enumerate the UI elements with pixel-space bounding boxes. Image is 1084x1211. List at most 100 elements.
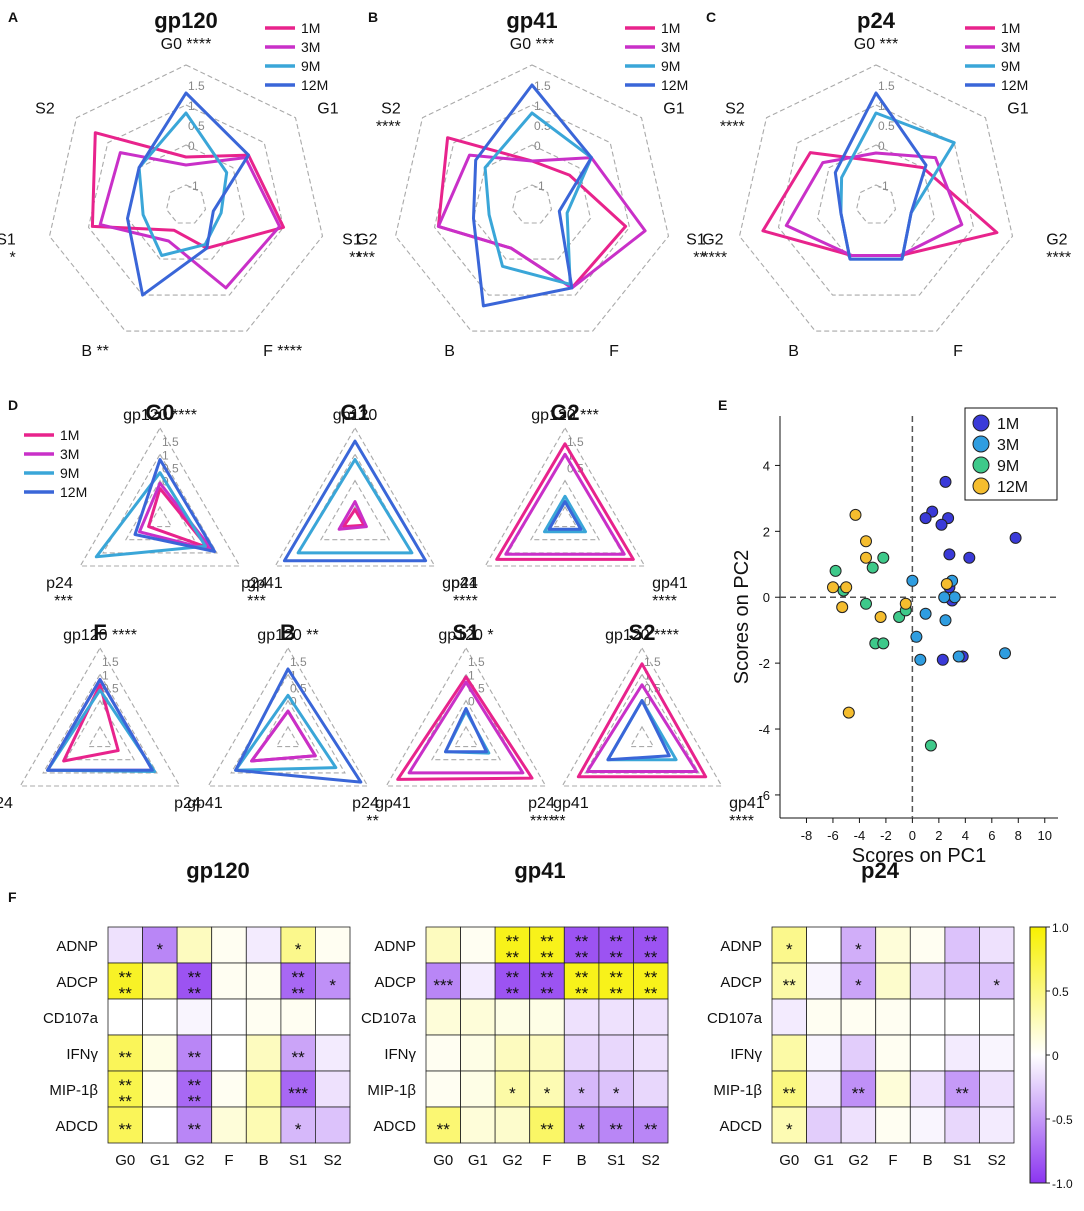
series-3M	[98, 151, 282, 290]
heat-cell	[211, 1106, 247, 1144]
col-label: G2	[848, 1152, 868, 1169]
x-tick-label: 6	[988, 828, 995, 843]
axis-label-gp120: gp120 *	[438, 627, 493, 644]
heat-cell	[142, 962, 178, 1000]
heat-cell	[425, 1106, 461, 1144]
heatmap-title: gp41	[514, 858, 565, 883]
ring-label: 1	[188, 99, 195, 113]
cell-stars: **	[644, 948, 658, 967]
col-label: S1	[607, 1152, 625, 1169]
cell-stars: **	[610, 1120, 624, 1139]
cell-stars: *	[855, 976, 862, 995]
axis-stars-p24: **	[366, 813, 378, 830]
grid-ring	[777, 104, 975, 296]
heat-cell	[107, 1106, 143, 1144]
heat-cell	[771, 1070, 807, 1108]
heat-cell	[211, 1034, 247, 1072]
colorbar-label: 0	[1052, 1049, 1059, 1063]
ring-label: -1	[878, 179, 889, 193]
ring-label: 1	[468, 668, 475, 682]
cell-stars: **	[575, 948, 589, 967]
heat-cell	[979, 998, 1015, 1036]
point-3M	[999, 647, 1011, 660]
y-tick-label: -6	[758, 788, 770, 803]
heat-cell	[460, 1106, 496, 1144]
heat-cell	[771, 1034, 807, 1072]
grid-ring	[252, 699, 324, 761]
legend-label-12M: 12M	[1001, 77, 1028, 93]
panel-letter-A: A	[8, 9, 18, 25]
radar-title: G1	[340, 400, 369, 425]
heat-cell	[563, 1034, 600, 1072]
point-12M	[860, 551, 872, 564]
row-label: IFNγ	[730, 1046, 762, 1063]
axis-stars-S2: ****	[720, 118, 745, 135]
cell-stars: **	[119, 1092, 133, 1111]
heat-cell	[107, 998, 143, 1036]
heat-cell	[494, 1106, 531, 1144]
ring-label: 1.5	[534, 79, 551, 93]
legend-label-3M: 3M	[60, 446, 79, 462]
col-label: S2	[642, 1152, 660, 1169]
ring-label: 1.5	[162, 435, 179, 449]
cell-stars: **	[956, 1084, 970, 1103]
series-1M	[342, 508, 366, 529]
point-3M	[910, 630, 923, 643]
colorbar: 1.0 0.5 0 -0.5 -1.0	[1029, 921, 1073, 1191]
grid-ring	[19, 646, 181, 787]
series-12M	[282, 439, 428, 563]
point-12M	[940, 578, 953, 590]
ring-label: 0.5	[878, 119, 895, 133]
heat-cell	[107, 1070, 143, 1108]
cell-stars: *	[613, 1084, 620, 1103]
cell-stars: **	[188, 1076, 202, 1095]
axis-label-G2: G2	[356, 231, 377, 248]
colorbar-bar	[1029, 926, 1047, 1184]
heat-cell	[771, 962, 807, 1000]
cell-stars: **	[575, 932, 589, 951]
x-tick-label: -4	[854, 828, 866, 843]
x-tick-label: -2	[880, 828, 892, 843]
cell-stars: **	[644, 932, 658, 951]
heat-cell	[314, 998, 351, 1036]
heat-cell	[909, 962, 946, 1000]
heat-cell	[529, 1034, 565, 1072]
heat-cell	[563, 926, 600, 964]
col-label: B	[259, 1152, 269, 1169]
axis-label-gp41: gp41	[553, 795, 589, 812]
row-label: CD107a	[43, 1010, 99, 1027]
cell-stars: **	[610, 932, 624, 951]
heat-cell	[280, 926, 316, 964]
series-1M	[396, 675, 534, 781]
grid-ring	[738, 64, 1014, 332]
cell-stars: **	[188, 968, 202, 987]
series-9M	[296, 458, 414, 555]
panel-letter-F: F	[8, 889, 17, 905]
cell-stars: **	[506, 948, 520, 967]
grid-ring	[855, 184, 897, 224]
legend-label-3M: 3M	[301, 39, 320, 55]
heat-cell	[944, 1070, 980, 1108]
heat-cell	[142, 998, 178, 1036]
legend-label-12M: 12M	[997, 479, 1028, 496]
cell-stars: *	[993, 976, 1000, 995]
axis-label-gp120: gp120 **	[257, 627, 318, 644]
point-9M	[877, 551, 890, 564]
heat-cell	[245, 926, 282, 964]
heat-cell	[806, 998, 842, 1036]
axis-label-gp120: gp120 ****	[63, 627, 137, 644]
axis-label-S1: S1	[686, 231, 706, 248]
point-9M	[866, 561, 879, 574]
axis-label-S1: S1	[0, 231, 16, 248]
row-label: ADCP	[720, 974, 762, 991]
series-3M	[407, 680, 525, 775]
heat-cell	[314, 1106, 351, 1144]
point-1M	[939, 475, 952, 488]
x-axis-label: Scores on PC1	[852, 845, 987, 867]
heat-cell	[245, 998, 282, 1036]
axis-label-gp41: gp41	[375, 795, 411, 812]
x-tick-label: 10	[1038, 828, 1052, 843]
x-tick-label: 8	[1015, 828, 1022, 843]
legend-label-9M: 9M	[60, 465, 79, 481]
